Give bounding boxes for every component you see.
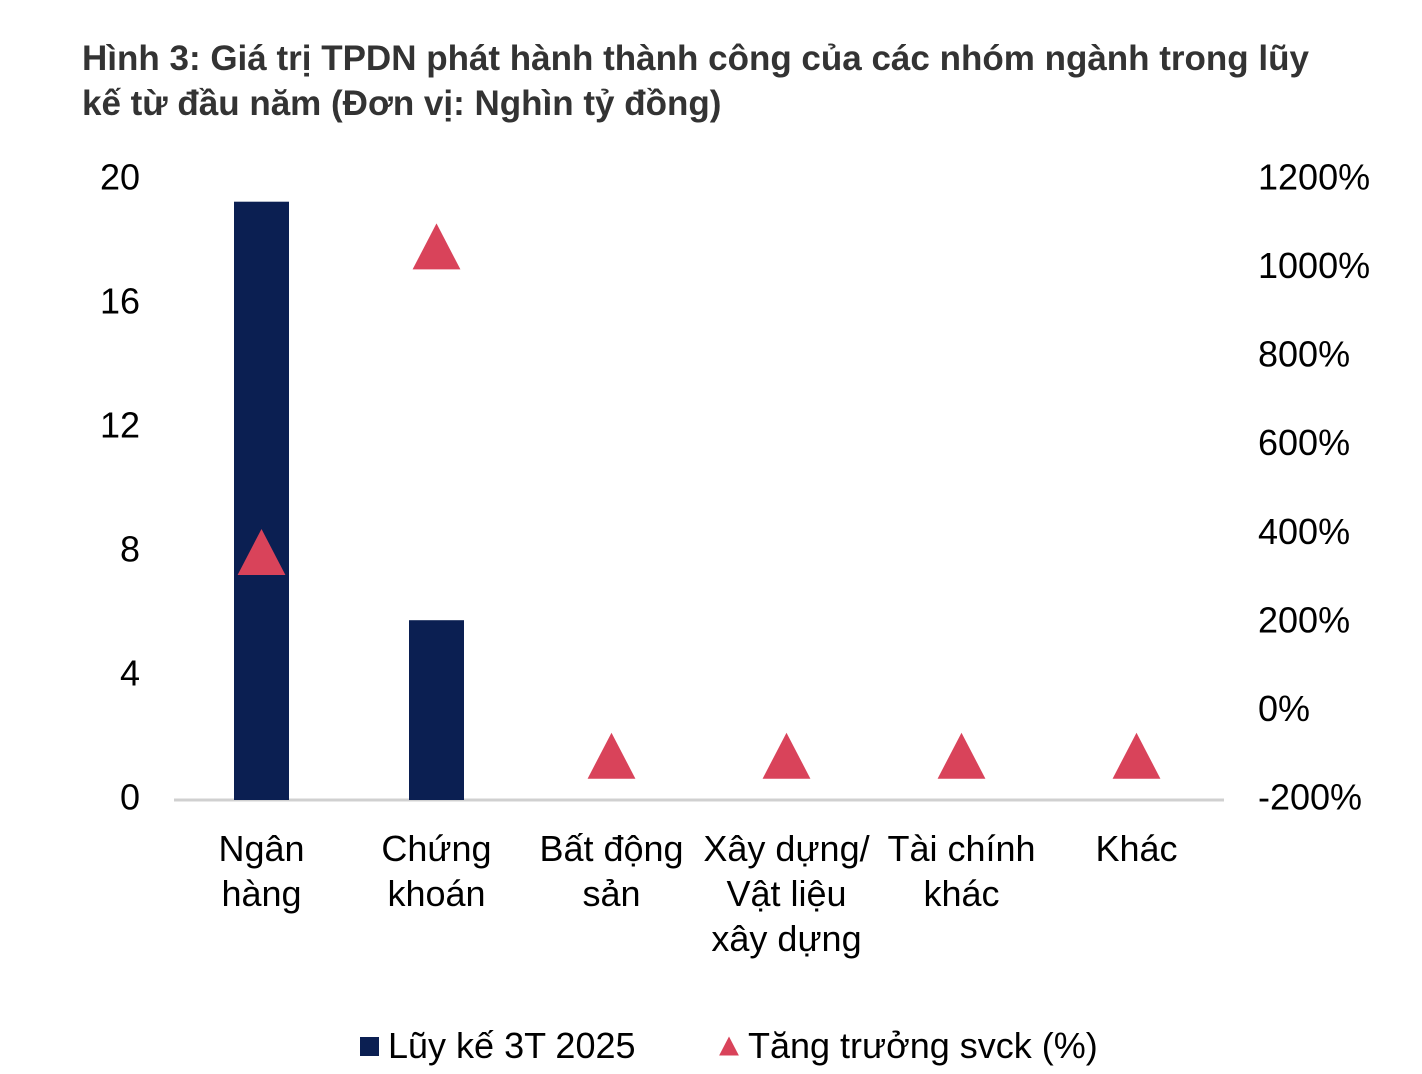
x-tick-label: Tài chính khác: [887, 828, 1036, 914]
triangle-marker: [1112, 732, 1161, 779]
y2-tick-label: 1000%: [1258, 245, 1370, 286]
triangle-marker: [412, 223, 461, 270]
legend-swatch: [719, 1036, 739, 1056]
triangle-marker: [762, 732, 811, 779]
y-tick-label: 20: [100, 157, 140, 198]
y2-tick-label: 600%: [1258, 422, 1350, 463]
triangle-marker: [937, 732, 986, 779]
legend-label: Tăng trưởng svck (%): [748, 1025, 1098, 1066]
y-tick-label: 8: [120, 529, 140, 570]
bar: [234, 201, 289, 800]
x-tick-label: Ngân hàng: [218, 828, 305, 914]
triangle-marker: [587, 732, 636, 779]
y2-tick-label: 1200%: [1258, 157, 1370, 198]
y2-tick-label: 800%: [1258, 334, 1350, 375]
y2-tick-label: -200%: [1258, 777, 1362, 818]
y-tick-label: 12: [100, 405, 140, 446]
legend-label: Lũy kế 3T 2025: [388, 1025, 636, 1066]
x-tick-label: Xây dựng/ Vật liệu xây dựng: [703, 828, 870, 959]
x-tick-label: Chứng khoán: [381, 828, 492, 914]
legend-swatch: [360, 1037, 379, 1056]
y-tick-label: 4: [120, 653, 140, 694]
y2-tick-label: 0%: [1258, 688, 1310, 729]
bar: [409, 620, 464, 800]
y-tick-label: 0: [120, 777, 140, 818]
y2-tick-label: 400%: [1258, 511, 1350, 552]
chart-title: Hình 3: Giá trị TPDN phát hành thành côn…: [82, 39, 1309, 123]
y-tick-label: 16: [100, 281, 140, 322]
x-tick-label: Khác: [1095, 828, 1178, 869]
triangle-marker: [237, 529, 286, 575]
y2-tick-label: 200%: [1258, 599, 1350, 640]
x-tick-label: Bất động sản: [539, 828, 684, 914]
